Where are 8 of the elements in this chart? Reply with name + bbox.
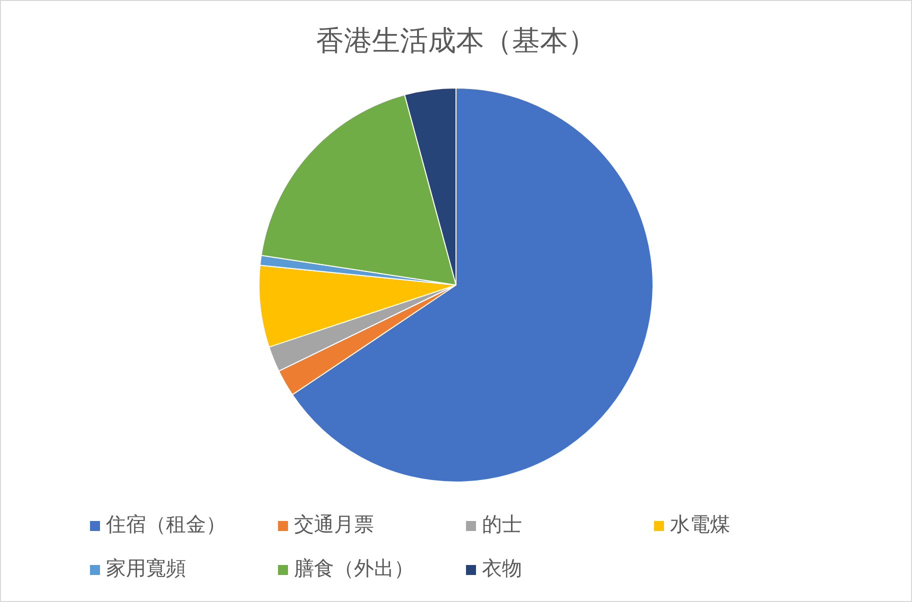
legend-label: 的士 xyxy=(482,512,522,536)
chart-title: 香港生活成本（基本） xyxy=(316,24,596,57)
legend-label: 膳食（外出） xyxy=(294,556,414,580)
legend-label: 水電煤 xyxy=(670,512,730,536)
legend-label: 家用寬頻 xyxy=(106,556,186,580)
legend-label: 交通月票 xyxy=(294,512,374,536)
legend-label: 衣物 xyxy=(482,556,522,580)
legend-label: 住宿（租金） xyxy=(105,512,226,536)
